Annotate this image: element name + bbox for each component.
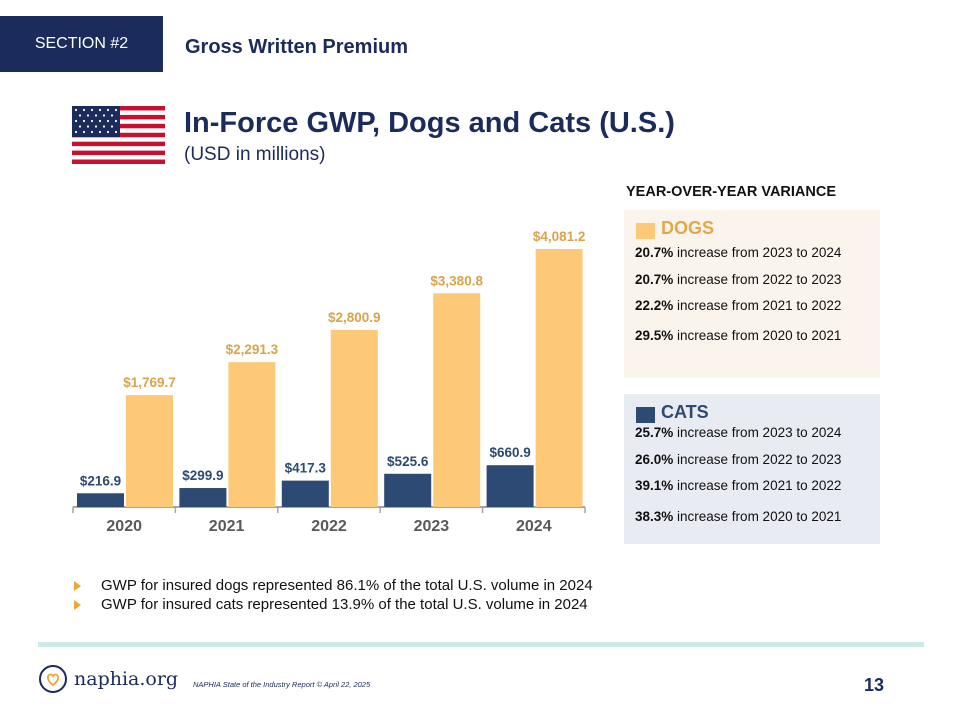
x-tick-label: 2022 xyxy=(311,518,347,535)
cats-variance-panel: CATS 25.7% increase from 2023 to 2024 26… xyxy=(624,394,880,544)
data-label-dogs: $4,081.2 xyxy=(533,229,586,244)
bar-dogs xyxy=(535,248,583,507)
us-flag-icon xyxy=(72,106,165,164)
naphia-heart-icon xyxy=(39,665,67,693)
data-label-cats: $660.9 xyxy=(489,445,530,460)
x-tick-label: 2021 xyxy=(209,518,245,535)
dogs-variance-panel: DOGS 20.7% increase from 2023 to 2024 20… xyxy=(624,210,880,378)
bullet-triangle-icon xyxy=(74,599,81,610)
data-label-dogs: $2,800.9 xyxy=(328,310,381,325)
cats-legend-label: CATS xyxy=(661,402,709,422)
cats-legend-swatch xyxy=(636,407,655,423)
bullet-triangle-icon xyxy=(74,580,81,591)
data-label-cats: $299.9 xyxy=(182,468,223,483)
dogs-legend-label: DOGS xyxy=(661,218,715,238)
gwp-bar-chart: $216.9 $1,769.7 2020 $299.9 $2,291.3 2021 $417… xyxy=(72,229,586,535)
list-item: GWP for insured cats represented 13.9% o… xyxy=(74,595,593,614)
section-title: Gross Written Premium xyxy=(185,36,409,58)
data-label-dogs: $3,380.8 xyxy=(430,273,483,288)
cats-variance-line: 26.0% increase from 2022 to 2023 xyxy=(635,452,842,467)
bar-cats xyxy=(486,465,534,507)
bar-cats xyxy=(179,488,227,507)
data-label-cats: $216.9 xyxy=(80,473,121,488)
data-label-cats: $417.3 xyxy=(285,461,327,476)
bar-cats xyxy=(281,480,329,507)
dogs-variance-line: 22.2% increase from 2021 to 2022 xyxy=(635,298,842,313)
footer-divider xyxy=(38,642,924,647)
x-tick-label: 2024 xyxy=(516,518,552,535)
dogs-legend-swatch xyxy=(636,223,655,239)
data-label-dogs: $2,291.3 xyxy=(226,342,279,357)
bar-dogs xyxy=(126,395,173,507)
bar-dogs xyxy=(330,329,378,507)
naphia-logo[interactable]: naphia.org xyxy=(38,664,178,694)
cats-variance-line: 25.7% increase from 2023 to 2024 xyxy=(635,425,842,440)
section-tab: SECTION #2 xyxy=(0,16,163,72)
list-item: GWP for insured dogs represented 86.1% o… xyxy=(74,576,593,595)
variance-heading: YEAR-OVER-YEAR VARIANCE xyxy=(626,184,837,200)
data-label-dogs: $1,769.7 xyxy=(123,375,176,390)
cats-variance-line: 39.1% increase from 2021 to 2022 xyxy=(635,478,842,493)
data-label-cats: $525.6 xyxy=(387,454,429,469)
bar-cats xyxy=(384,473,432,507)
logo-text: naphia.org xyxy=(74,668,179,690)
x-tick-label: 2023 xyxy=(414,518,450,535)
dogs-variance-line: 20.7% increase from 2023 to 2024 xyxy=(635,245,842,260)
x-tick-label: 2020 xyxy=(106,518,142,535)
dogs-variance-line: 20.7% increase from 2022 to 2023 xyxy=(635,272,842,287)
bar-dogs xyxy=(228,362,276,507)
chart-title: In-Force GWP, Dogs and Cats (U.S.) xyxy=(184,107,675,139)
cats-variance-line: 38.3% increase from 2020 to 2021 xyxy=(635,509,842,524)
section-label: SECTION #2 xyxy=(34,35,129,52)
key-findings-list: GWP for insured dogs represented 86.1% o… xyxy=(74,576,593,614)
dogs-variance-line: 29.5% increase from 2020 to 2021 xyxy=(635,328,842,343)
bar-dogs xyxy=(433,293,481,507)
bar-cats xyxy=(77,493,124,507)
page-number: 13 xyxy=(864,675,885,695)
chart-subtitle: (USD in millions) xyxy=(184,144,326,165)
footer-note: NAPHIA State of the Industry Report © Ap… xyxy=(193,680,371,689)
